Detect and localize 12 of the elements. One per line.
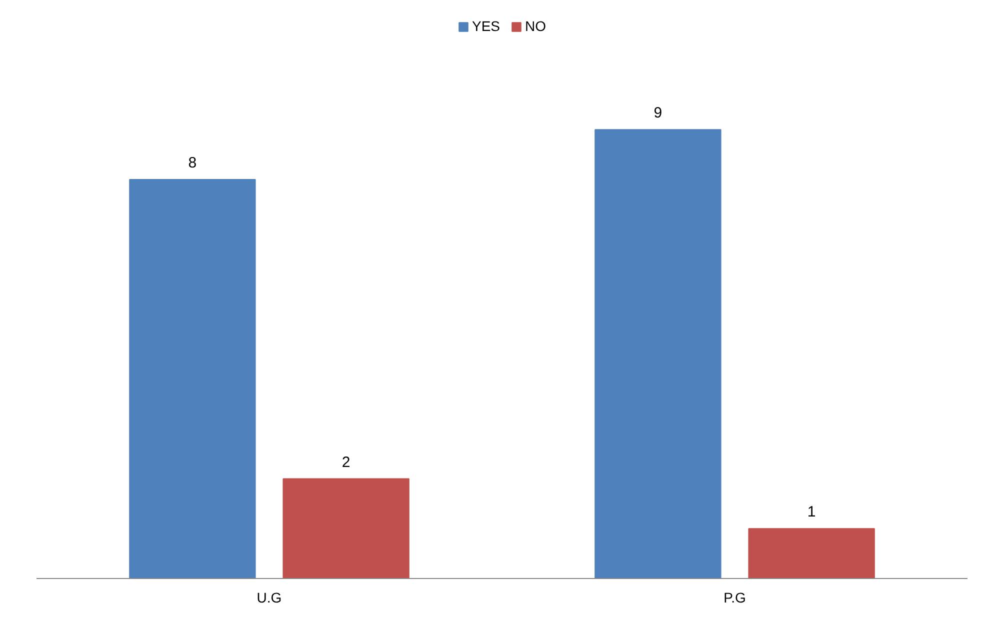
x-tick-label: U.G (256, 590, 282, 606)
data-label: 2 (342, 454, 350, 471)
x-tick-label: P.G (724, 590, 746, 606)
data-label: 1 (807, 504, 816, 521)
bar (748, 528, 875, 578)
bar (129, 179, 256, 578)
legend-label: YES (472, 18, 500, 34)
legend-label: NO (525, 18, 546, 34)
data-label: 8 (188, 154, 197, 172)
bar (594, 129, 722, 578)
bar (282, 478, 410, 578)
data-label: 9 (654, 104, 662, 122)
